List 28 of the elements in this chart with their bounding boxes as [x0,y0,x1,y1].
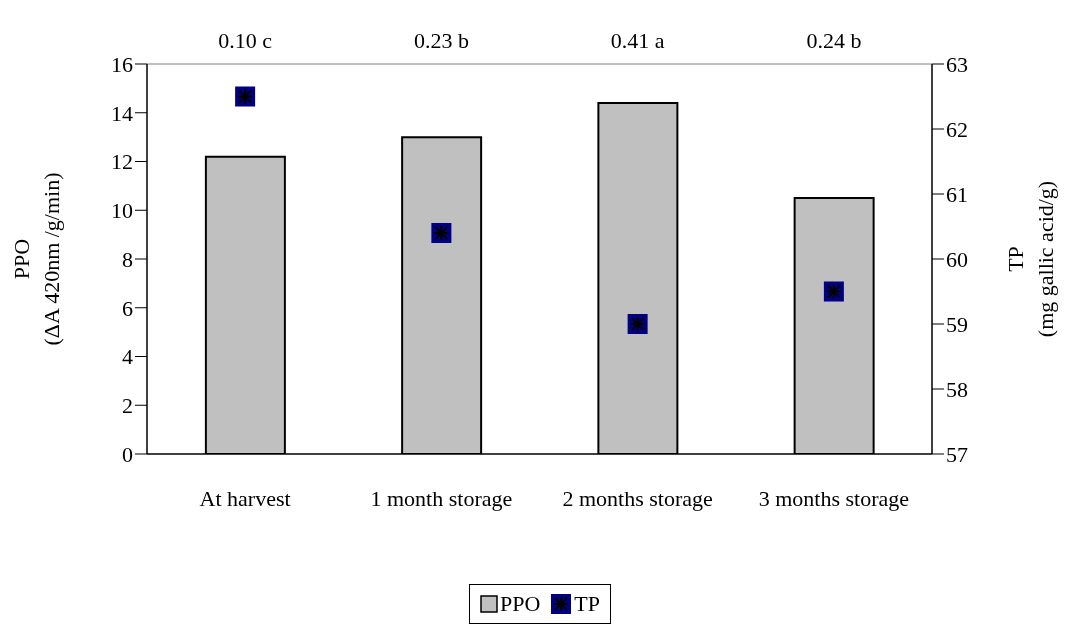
y-tick-label: 6 [122,295,133,321]
x-tick-label: At harvest [199,485,291,511]
y-tick-label: 0 [122,441,133,467]
y-tick-label: 14 [111,100,133,126]
y-axis-title: PPO (ΔA 420nm /g/min) [9,172,64,346]
y-tick-label: 12 [111,149,133,175]
y2-tick-label: 59 [946,311,968,337]
y2-tick-label: 62 [946,116,968,142]
y2-tick-label: 58 [946,376,968,402]
y2-axis-title: TP (mg gallic acid/g) [1003,180,1058,338]
y-tick-label: 4 [122,344,133,370]
y2-tick-label: 63 [946,51,968,77]
text: 0.41 a [610,28,665,53]
y2-tick-label: 61 [946,181,968,207]
text: 0.23 b [413,28,469,53]
legend-label: PPO [498,591,541,617]
text: 0.24 b [806,28,862,53]
y-tick-label: 16 [111,51,133,77]
x-tick-label: 1 month storage [370,485,513,511]
y-tick-label: 2 [122,393,133,419]
x-tick-label: 3 months storage [758,485,910,511]
y2-tick-label: 60 [946,246,968,272]
y2-tick-label: 57 [946,441,968,467]
x-tick-label: 2 months storage [562,485,713,511]
y-tick-label: 10 [111,198,133,224]
text: 0.10 c [218,28,273,53]
y-tick-label: 8 [122,246,133,272]
legend-label: TP [573,591,601,617]
